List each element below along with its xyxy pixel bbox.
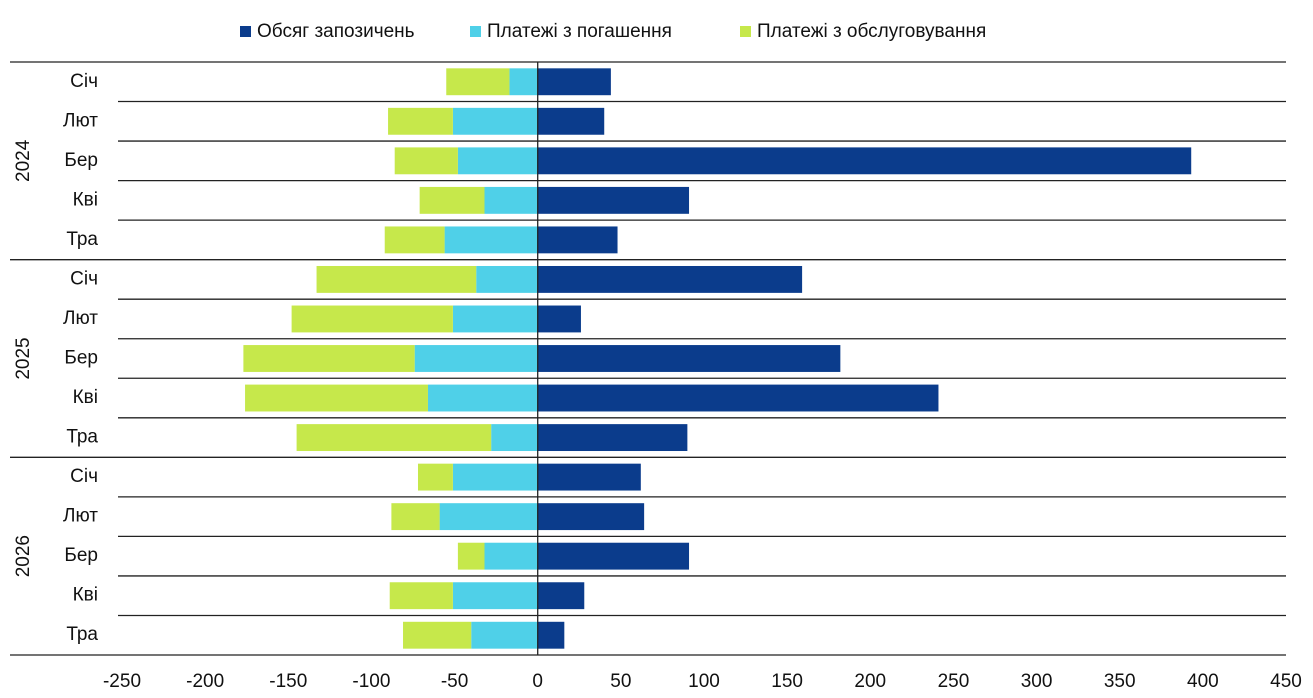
y-tick-label: Січ <box>70 268 98 289</box>
y-tick-label: Кві <box>73 585 98 606</box>
x-tick-label: 100 <box>688 671 720 692</box>
bar <box>476 265 538 293</box>
bar <box>537 226 618 254</box>
bar <box>316 265 477 293</box>
bar <box>537 463 641 491</box>
y-tick-label: Лют <box>63 308 98 329</box>
group-label: 2025 <box>13 337 34 379</box>
bar <box>537 305 581 333</box>
group-label: 2024 <box>13 139 34 182</box>
bar <box>391 503 440 531</box>
y-tick-label: Тра <box>66 624 98 645</box>
legend-swatch <box>740 26 751 37</box>
x-tick-label: -200 <box>186 671 224 692</box>
y-tick-label: Бер <box>64 348 98 369</box>
x-tick-label: -100 <box>352 671 390 692</box>
bar <box>457 542 485 570</box>
bar <box>471 621 538 649</box>
bar <box>394 147 458 175</box>
x-tick-label: 200 <box>854 671 886 692</box>
bar <box>452 582 538 610</box>
bar <box>457 147 538 175</box>
bar <box>537 582 585 610</box>
bar <box>291 305 453 333</box>
bar <box>537 68 611 96</box>
bar <box>452 107 538 135</box>
legend-swatch <box>240 26 251 37</box>
bar <box>296 424 492 452</box>
bar <box>403 621 472 649</box>
bar <box>537 384 939 412</box>
bar <box>446 68 510 96</box>
bar <box>537 107 605 135</box>
legend-label: Платежі з обслуговування <box>757 21 986 42</box>
y-tick-label: Кві <box>73 189 98 210</box>
y-tick-label: Лют <box>63 110 98 131</box>
bar <box>537 503 645 531</box>
bar <box>427 384 538 412</box>
bar <box>537 265 803 293</box>
x-tick-label: 0 <box>532 671 543 692</box>
group-label: 2026 <box>13 535 34 577</box>
y-tick-label: Січ <box>70 466 98 487</box>
bar <box>419 186 485 214</box>
bar <box>388 107 453 135</box>
y-tick-label: Бер <box>64 545 98 566</box>
x-tick-label: -50 <box>441 671 468 692</box>
x-tick-label: 50 <box>610 671 631 692</box>
x-tick-label: 300 <box>1021 671 1053 692</box>
legend-swatch <box>470 26 481 37</box>
bar <box>537 147 1192 175</box>
bar <box>389 582 453 610</box>
bar <box>439 503 538 531</box>
y-tick-label: Лют <box>63 506 98 527</box>
legend-label: Платежі з погашення <box>487 21 672 42</box>
y-tick-label: Бер <box>64 150 98 171</box>
y-tick-label: Тра <box>66 427 98 448</box>
bar <box>484 186 538 214</box>
x-tick-label: 350 <box>1104 671 1136 692</box>
bar <box>537 542 690 570</box>
y-tick-label: Кві <box>73 387 98 408</box>
x-tick-label: 450 <box>1270 671 1302 692</box>
bar <box>245 384 428 412</box>
x-tick-label: 400 <box>1187 671 1219 692</box>
bar <box>384 226 445 254</box>
bar <box>484 542 538 570</box>
x-tick-label: 250 <box>938 671 970 692</box>
bar <box>417 463 453 491</box>
bar <box>243 345 415 372</box>
legend-label: Обсяг запозичень <box>257 21 415 42</box>
y-tick-label: Січ <box>70 71 98 92</box>
bar <box>444 226 538 254</box>
bar <box>452 305 538 333</box>
bar <box>414 345 538 372</box>
bar <box>537 345 841 372</box>
bar <box>452 463 538 491</box>
bar <box>491 424 538 452</box>
x-tick-label: -150 <box>269 671 307 692</box>
y-tick-label: Тра <box>66 229 98 250</box>
bar <box>509 68 538 96</box>
x-tick-label: 150 <box>771 671 803 692</box>
x-tick-label: -250 <box>103 671 141 692</box>
bar <box>537 186 690 214</box>
bar <box>537 424 688 452</box>
bar <box>537 621 565 649</box>
